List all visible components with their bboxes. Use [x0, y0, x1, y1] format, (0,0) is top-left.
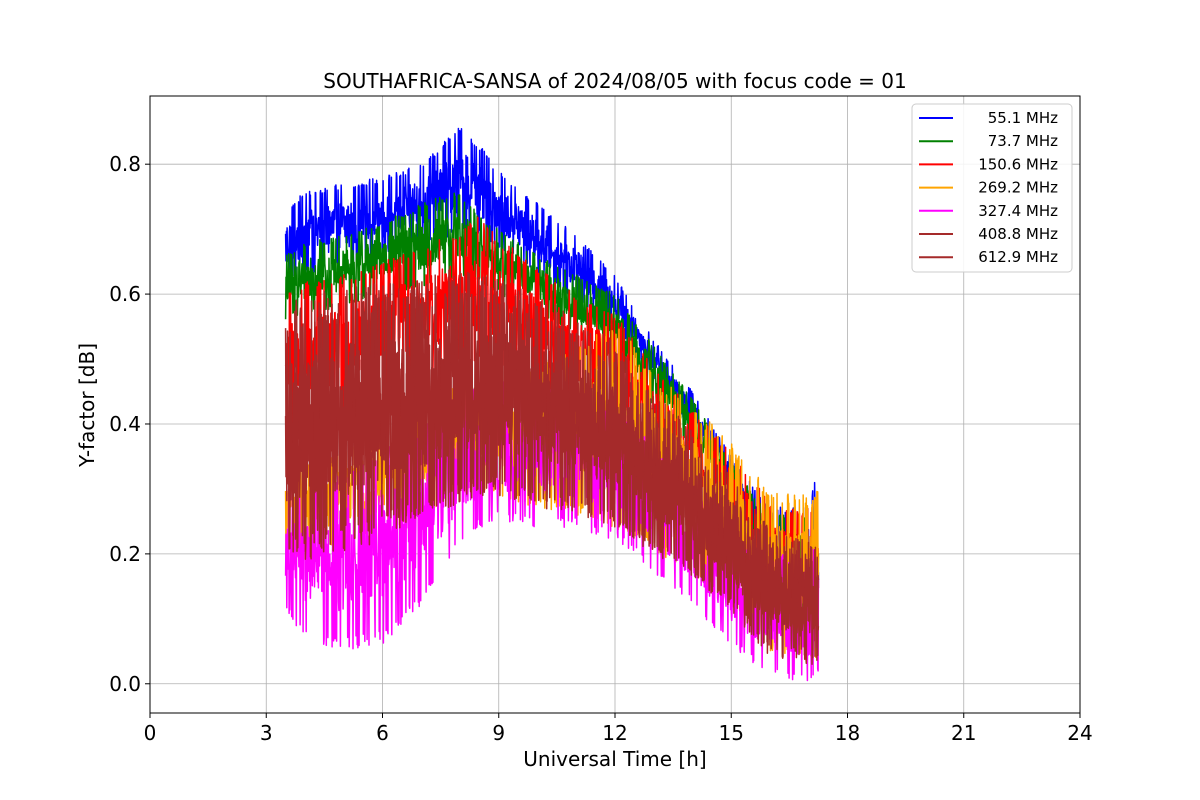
- legend-label: 73.7 MHz: [988, 132, 1058, 150]
- y-tick-label: 0.2: [109, 542, 141, 566]
- legend-label: 408.8 MHz: [978, 225, 1058, 243]
- x-tick-label: 9: [492, 721, 505, 745]
- y-tick-label: 0.8: [109, 152, 141, 176]
- x-tick-label: 18: [835, 721, 860, 745]
- y-tick-label: 0.6: [109, 282, 141, 306]
- y-tick-label: 0.4: [109, 412, 141, 436]
- x-tick-label: 12: [602, 721, 627, 745]
- legend-label: 327.4 MHz: [978, 202, 1058, 220]
- x-tick-label: 0: [144, 721, 157, 745]
- x-tick-label: 3: [260, 721, 273, 745]
- y-axis-label: Y-factor [dB]: [75, 343, 99, 468]
- y-tick-label: 0.0: [109, 672, 141, 696]
- x-tick-label: 15: [719, 721, 744, 745]
- ticks: 0 3 6 9 12 15 18 21 24 0.0 0.2 0.4 0.6 0.8: [109, 152, 1093, 745]
- x-tick-label: 24: [1067, 721, 1092, 745]
- legend-label: 269.2 MHz: [978, 179, 1058, 197]
- legend-label: 150.6 MHz: [978, 155, 1058, 173]
- chart-title: SOUTHAFRICA-SANSA of 2024/08/05 with foc…: [323, 69, 907, 93]
- x-tick-label: 21: [951, 721, 976, 745]
- data-layer: [284, 127, 820, 682]
- legend-frame: [911, 103, 1073, 273]
- legend-label: 612.9 MHz: [978, 248, 1058, 266]
- legend: 55.1 MHz 73.7 MHz 150.6 MHz 269.2 MHz 327.4…: [911, 103, 1073, 273]
- legend-label: 55.1 MHz: [988, 109, 1058, 127]
- x-tick-label: 6: [376, 721, 389, 745]
- series-line: [284, 291, 820, 656]
- x-axis-label: Universal Time [h]: [523, 747, 706, 771]
